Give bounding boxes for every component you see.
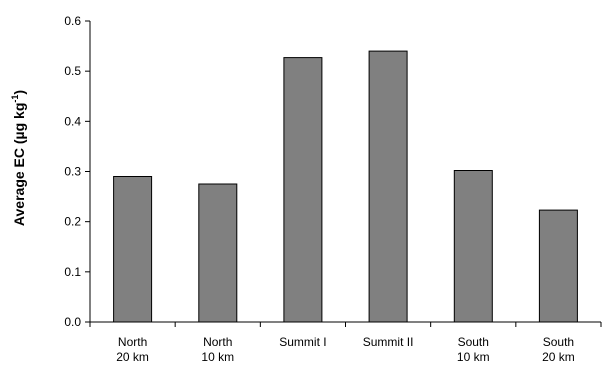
x-tick-label-2: Summit I xyxy=(279,335,326,349)
x-tick-labels: North 20 km North 10 km Summit I Summit II Sou… xyxy=(116,335,575,364)
y-tick-label-5: 0.5 xyxy=(64,64,81,78)
bar-4 xyxy=(453,170,493,323)
x-tick-label-4: South 10 km xyxy=(457,335,490,364)
y-tick-label-4: 0.4 xyxy=(64,114,81,128)
bar-3 xyxy=(368,50,408,323)
y-tick-label-6: 0.6 xyxy=(64,14,81,28)
y-tick-label-2: 0.2 xyxy=(64,215,81,229)
x-tick-label-5: South 20 km xyxy=(542,335,575,364)
y-axis-label-text: Average EC (µg kg-1) xyxy=(10,90,27,226)
x-tick-label-1: North 10 km xyxy=(201,335,234,364)
bar-1 xyxy=(198,183,238,323)
bar-0 xyxy=(113,176,153,323)
y-axis-label-close: ) xyxy=(11,90,27,95)
bars-group xyxy=(113,50,578,323)
y-tick-label-1: 0.1 xyxy=(64,265,81,279)
axes-group xyxy=(85,20,602,327)
y-axis-label: Average EC (µg kg-1) xyxy=(10,90,27,226)
y-tick-label-0: 0.0 xyxy=(64,315,81,329)
y-tick-label-3: 0.3 xyxy=(64,165,81,179)
bar-2 xyxy=(283,57,323,323)
bar-5 xyxy=(538,209,578,323)
x-tick-label-0: North 20 km xyxy=(116,335,149,364)
y-tick-labels: 0.0 0.1 0.2 0.3 0.4 0.5 0.6 xyxy=(64,14,81,329)
y-axis-label-sup: -1 xyxy=(10,95,20,103)
y-axis-label-main: Average EC (µg kg xyxy=(11,103,27,226)
x-tick-label-3: Summit II xyxy=(363,335,414,349)
